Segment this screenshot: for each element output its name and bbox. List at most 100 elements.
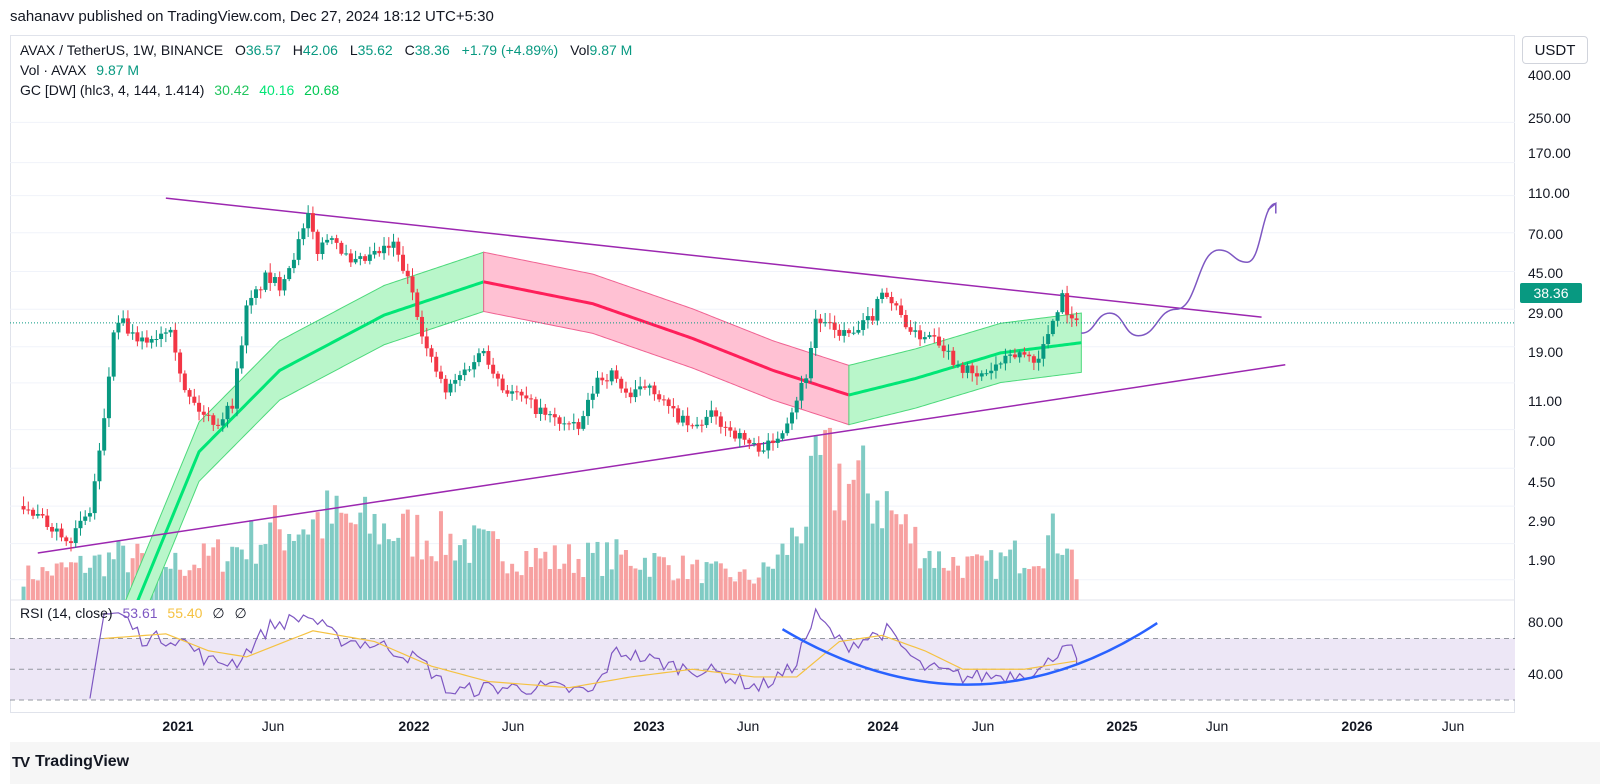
volume-bar [448,533,453,600]
volume-bar [771,568,776,600]
volume-bar [728,577,733,600]
rsi-ma-value: 55.40 [167,605,203,621]
rsi-na-2: ∅ [234,605,247,621]
candle-body [419,316,424,337]
candle-body [315,231,320,254]
candle-body [789,412,794,424]
volume-bar [813,435,818,600]
volume-bar [367,533,372,600]
volume-bar [903,514,908,600]
candle-body [54,528,59,532]
candle-body [495,373,500,379]
volume-bar [970,556,975,600]
candle-body [723,426,728,428]
projection-curve [1081,202,1277,337]
candle-body [1017,352,1022,358]
volume-bar [168,568,173,600]
volume-bar [965,556,970,600]
candle-body [642,386,647,388]
candle-body [211,415,216,425]
rsi-pane [89,607,1158,699]
candle-body [832,322,837,330]
volume-bar [216,539,221,600]
volume-bar [83,572,88,600]
tradingview-brand[interactable]: TV TradingView [12,753,129,771]
candle-body [434,356,439,372]
candle-body [666,399,671,407]
volume-bar [780,543,785,600]
candle-body [1008,354,1013,356]
volume-bar [31,579,36,600]
candle-body [1055,312,1060,321]
candle-body [842,330,847,336]
candle-body [31,509,36,516]
y-tick: 45.00 [1528,265,1564,281]
volume-bar [192,564,197,600]
rsi-indicator-label: RSI (14, close) [20,605,113,621]
volume-bar [97,554,102,600]
candle-body [424,336,429,349]
volume-bar [244,559,249,600]
candle-body [367,254,372,261]
volume-bar [315,512,320,600]
volume-bar [595,541,600,600]
volume-bar [1050,513,1055,600]
volume-bar [927,550,932,600]
volume-bar [491,531,496,600]
close-label: C [404,42,415,58]
chart-frame[interactable] [10,35,1515,713]
candle-body [894,303,899,306]
low-value: 35.62 [357,42,393,58]
volume-bar [600,575,605,600]
candle-body [604,380,609,382]
volume-bar [861,445,866,600]
volume-bar [704,562,709,600]
volume-bar [486,531,491,600]
volume-bar [752,583,757,600]
candle-body [808,347,813,379]
candle-body [652,385,657,395]
candle-body [856,329,861,333]
rsi-y-tick: 40.00 [1528,666,1564,682]
candle-body [168,329,173,333]
volume-bar [870,523,875,600]
candle-body [310,213,315,232]
candle-body [1074,318,1079,321]
candle-body [59,528,64,538]
candle-body [932,335,937,337]
candle-body [301,228,306,240]
volume-bar [642,557,647,600]
volume-bar [1046,535,1051,600]
candle-body [396,241,401,255]
candle-body [946,350,951,352]
candle-body [287,268,292,280]
volume-bar [372,513,377,600]
volume-bar [239,549,244,600]
volume-bar [268,522,273,600]
candle-body [429,348,434,357]
volume-bar [348,522,353,600]
candle-body [571,422,576,424]
currency-selector[interactable]: USDT [1522,36,1588,64]
candle-body [761,450,766,452]
candle-body [159,333,164,340]
volume-bar [1065,548,1070,600]
volume-bar [111,559,116,600]
volume-bar [206,555,211,600]
published-by-line: sahanavv published on TradingView.com, D… [10,8,494,25]
candle-body [567,423,572,425]
gc-value-lower: 20.68 [304,82,340,98]
candle-body [794,400,799,413]
volume-bar [40,567,45,600]
candle-body [998,363,1003,365]
volume-bar [405,509,410,600]
candle-body [462,369,467,376]
rsi-value: 53.61 [122,605,158,621]
candle-body [486,351,491,365]
candle-body [747,439,752,444]
rsi-line [89,607,1078,699]
candle-body [201,411,206,415]
candle-body [353,258,358,263]
volume-bar [519,575,524,600]
